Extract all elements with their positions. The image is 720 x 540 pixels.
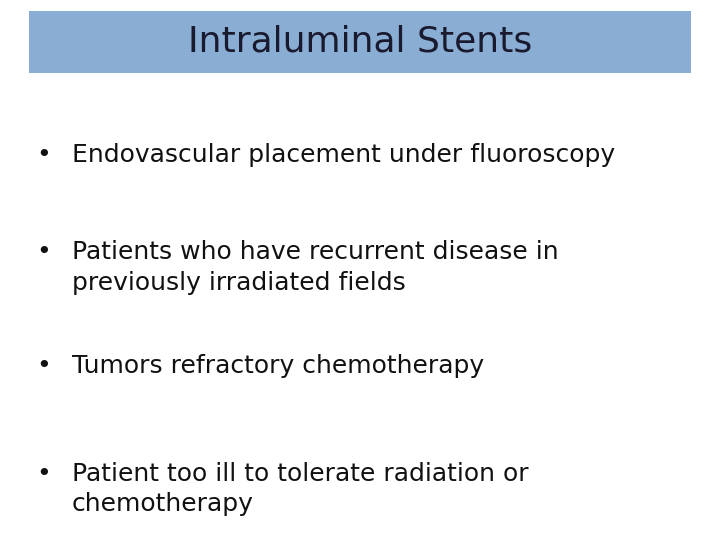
Text: •: • xyxy=(36,462,50,485)
Text: •: • xyxy=(36,240,50,264)
Text: Patient too ill to tolerate radiation or
chemotherapy: Patient too ill to tolerate radiation or… xyxy=(72,462,528,516)
Text: Tumors refractory chemotherapy: Tumors refractory chemotherapy xyxy=(72,354,484,377)
FancyBboxPatch shape xyxy=(29,11,691,73)
Text: •: • xyxy=(36,143,50,167)
Text: Intraluminal Stents: Intraluminal Stents xyxy=(188,25,532,59)
Text: •: • xyxy=(36,354,50,377)
Text: Endovascular placement under fluoroscopy: Endovascular placement under fluoroscopy xyxy=(72,143,615,167)
Text: Patients who have recurrent disease in
previously irradiated fields: Patients who have recurrent disease in p… xyxy=(72,240,559,295)
